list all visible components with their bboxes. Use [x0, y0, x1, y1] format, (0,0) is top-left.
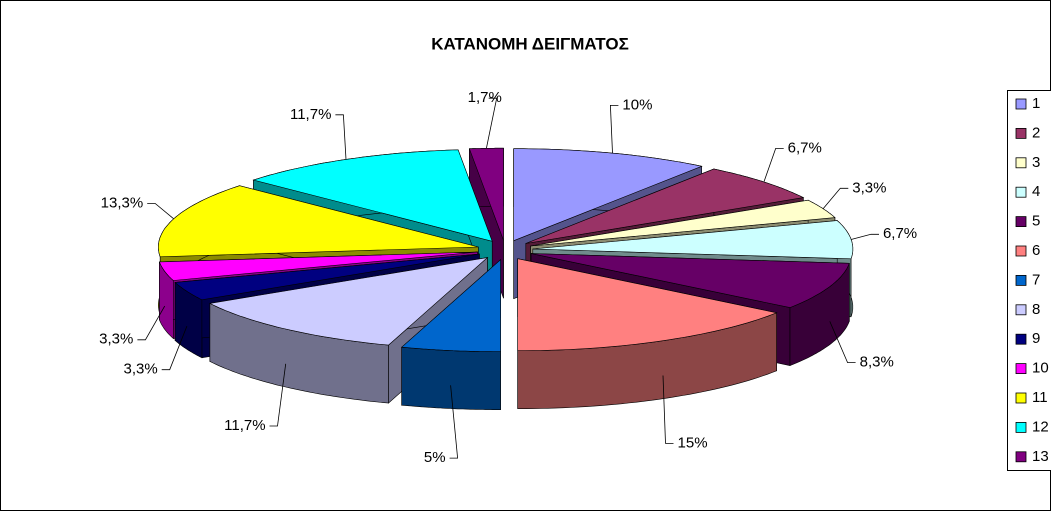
- data-label: 15%: [678, 434, 708, 451]
- data-label: 13,3%: [101, 194, 144, 211]
- data-label: 6,7%: [788, 139, 822, 156]
- legend-swatch: [1015, 421, 1027, 433]
- leader-line: [269, 363, 287, 427]
- legend-swatch: [1015, 363, 1027, 375]
- leader-line: [137, 305, 166, 341]
- slice: [400, 259, 501, 411]
- legend-label: 12: [1032, 418, 1049, 435]
- slice-top: [517, 258, 778, 352]
- data-label: 5%: [424, 449, 446, 466]
- leader-line: [829, 321, 856, 364]
- leader-line: [161, 325, 188, 371]
- legend-label: 13: [1032, 448, 1049, 465]
- legend-swatch: [1015, 186, 1027, 198]
- slice: [468, 147, 504, 299]
- legend-label: 4: [1032, 183, 1040, 200]
- legend-swatch: [1015, 245, 1027, 257]
- leader-line: [662, 375, 674, 444]
- data-label: 3,3%: [852, 179, 886, 196]
- legend-label: 10: [1032, 360, 1049, 377]
- legend-label: 5: [1032, 213, 1040, 230]
- slice-top: [531, 253, 850, 308]
- leader-line: [486, 97, 498, 149]
- legend-label: 11: [1032, 389, 1048, 406]
- data-label: 1,7%: [468, 89, 502, 106]
- slice-rim: [401, 346, 501, 411]
- data-label: 8,3%: [860, 354, 894, 371]
- legend-swatch: [1015, 392, 1027, 404]
- data-label: 6,7%: [883, 225, 917, 242]
- slice-top: [158, 251, 478, 281]
- leader-line: [850, 233, 879, 240]
- slice: [517, 258, 778, 410]
- legend-label: 8: [1032, 301, 1040, 318]
- legend-label: 7: [1032, 271, 1040, 288]
- legend-label: 3: [1032, 154, 1040, 171]
- legend-swatch: [1015, 451, 1027, 463]
- data-label: 11,7%: [290, 106, 331, 123]
- leader-line: [822, 187, 849, 209]
- legend-swatch: [1015, 274, 1027, 286]
- legend-label: 2: [1032, 124, 1040, 141]
- slice-top: [208, 257, 489, 346]
- data-label: 11,7%: [224, 417, 265, 434]
- legend-swatch: [1015, 157, 1027, 169]
- data-label: 3,3%: [99, 331, 133, 348]
- legend-swatch: [1015, 98, 1027, 110]
- chart-title: ΚΑΤΑΝΟΜΗ ΔΕΙΓΜΑΤΟΣ: [431, 34, 629, 53]
- leader-line: [763, 147, 784, 183]
- legend-swatch: [1015, 127, 1027, 139]
- legend-swatch: [1015, 333, 1027, 345]
- legend-label: 9: [1032, 330, 1040, 347]
- slice-top: [400, 259, 501, 353]
- legend-label: 6: [1032, 242, 1040, 259]
- leader-line: [609, 105, 619, 154]
- leader-line: [147, 203, 174, 220]
- leader-line: [335, 114, 347, 160]
- legend-box: [1007, 90, 1051, 471]
- slice-top: [174, 253, 480, 301]
- legend-swatch: [1015, 304, 1027, 316]
- legend-swatch: [1015, 216, 1027, 228]
- leader-line: [449, 385, 459, 459]
- data-label: 3,3%: [123, 361, 157, 378]
- legend-label: 1: [1032, 95, 1040, 112]
- data-label: 10%: [622, 96, 652, 113]
